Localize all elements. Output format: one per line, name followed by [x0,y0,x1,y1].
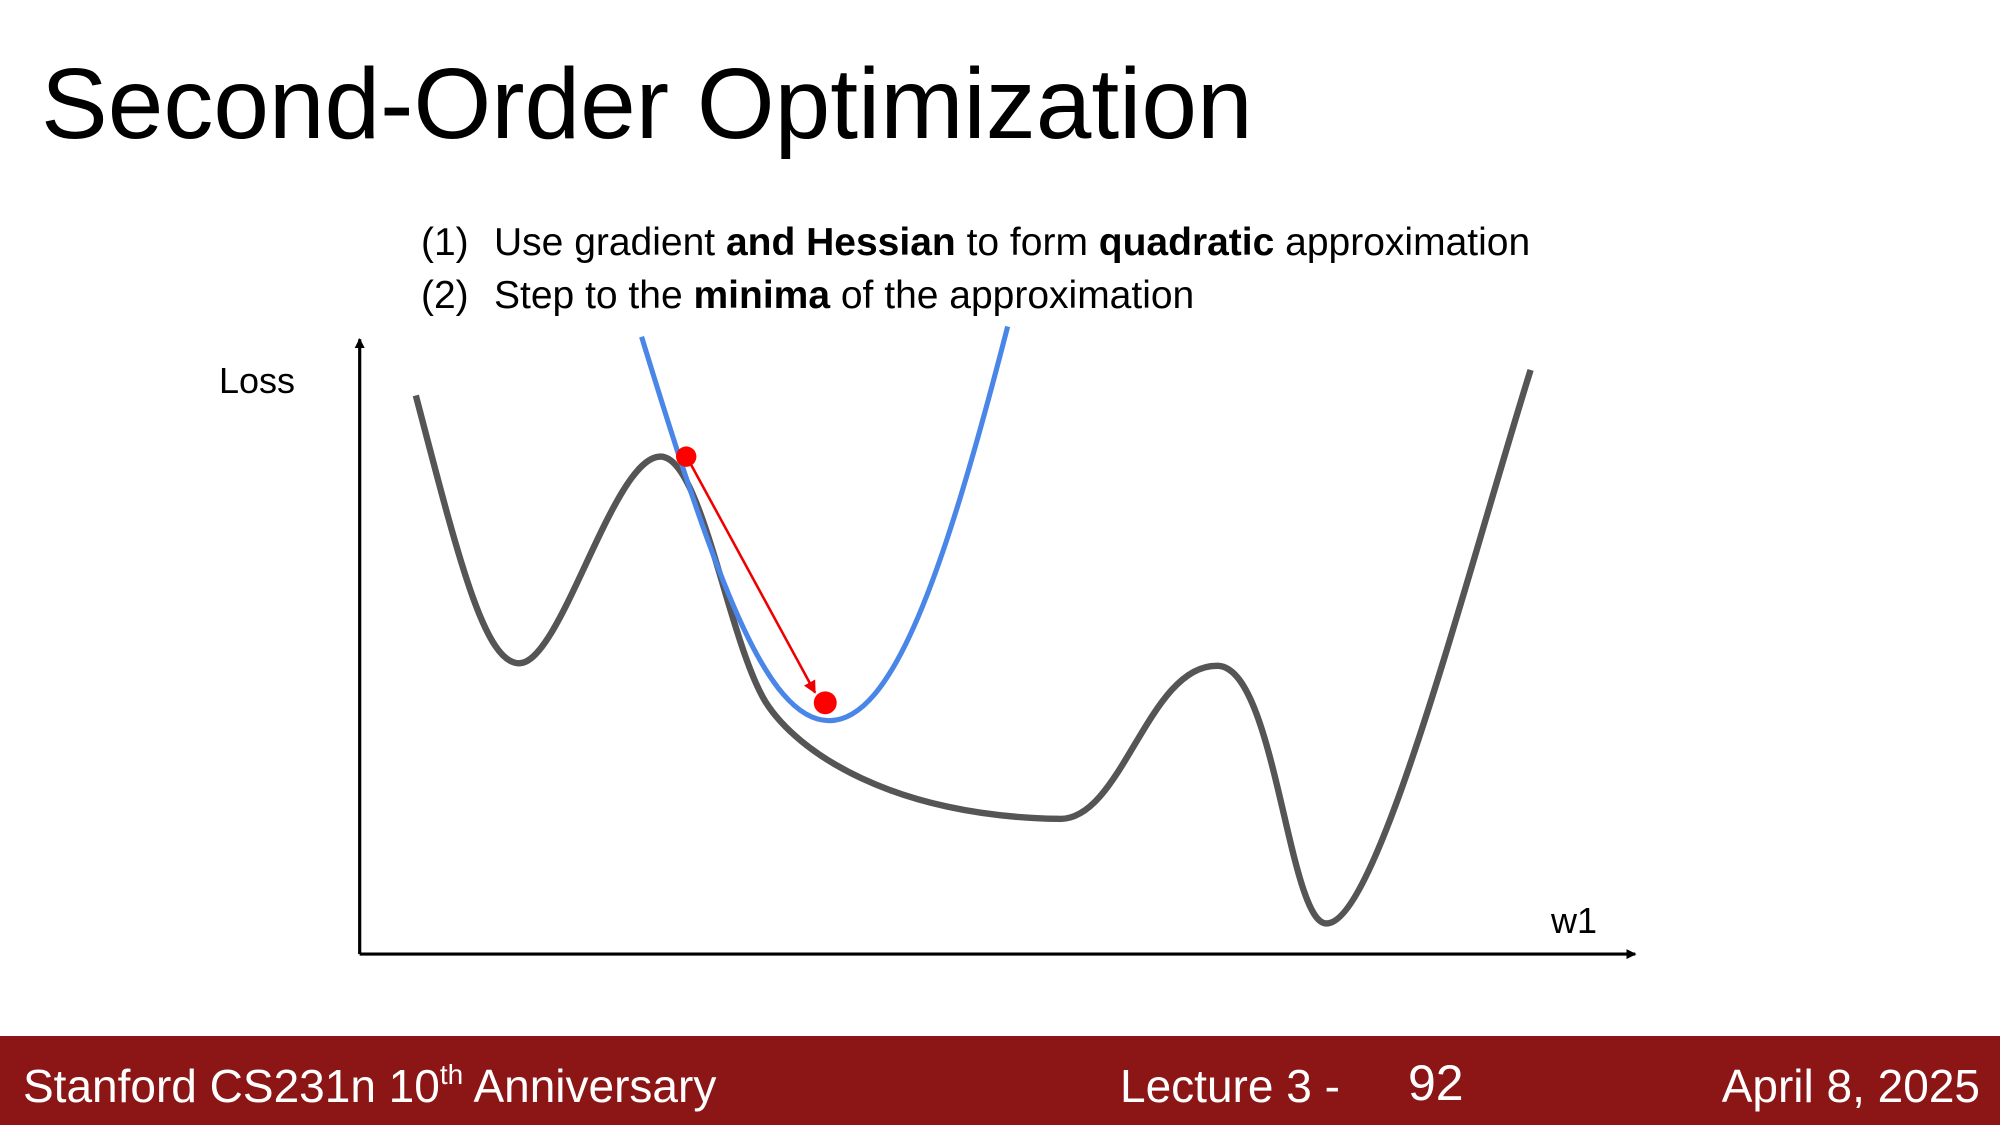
step-list: (1) Use gradient and Hessian to form quad… [421,221,1530,317]
text-run: approximation [1274,221,1530,264]
diagram [354,325,1637,960]
start-point [676,446,697,467]
bold-run: minima [693,274,830,317]
x-axis-label: w1 [1550,900,1597,941]
footer-bar [0,1036,2000,1125]
text-run: Step to the [494,274,693,317]
date: April 8, 2025 [1722,1060,1980,1112]
step-number: (2) [421,274,469,317]
bold-run: and Hessian [726,221,956,264]
course-rest: Anniversary [463,1060,716,1112]
bold-run: quadratic [1099,221,1275,264]
loss-curve [412,368,1534,927]
step-text: Step to the minima of the approximation [494,274,1194,317]
page-number: 92 [1408,1055,1464,1111]
course-name: Stanford CS231n 10th Anniversary [23,1059,716,1112]
step-arrow [687,459,817,694]
text-run: to form [956,221,1099,264]
text-run: of the approximation [830,274,1194,317]
quadratic-approx [639,325,1011,724]
end-point [813,691,837,715]
y-axis-label: Loss [219,360,295,401]
slide-title: Second-Order Optimization [41,48,1253,160]
text-run: Use gradient [494,221,726,264]
lecture: Lecture 3 - [1120,1060,1340,1112]
step-text: Use gradient and Hessian to form quadrat… [494,221,1530,264]
superscript: th [440,1059,463,1090]
step-number: (1) [421,221,469,264]
course: Stanford CS231n 10 [23,1060,440,1112]
